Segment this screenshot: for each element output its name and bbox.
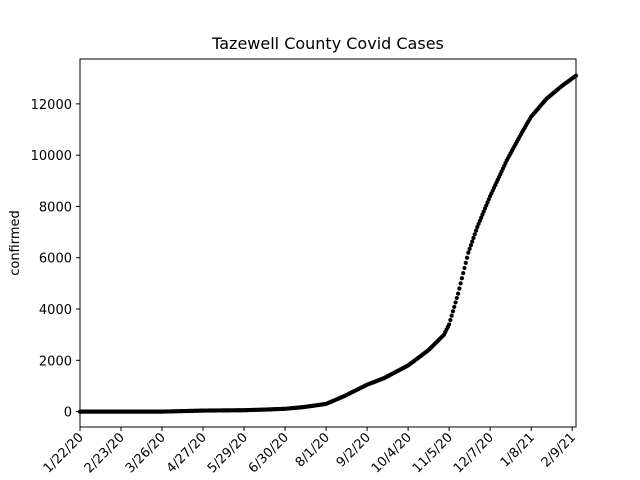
x-tick-label: 1/8/21 <box>498 430 538 470</box>
data-point <box>454 295 459 301</box>
data-point <box>462 265 467 271</box>
data-point <box>471 235 476 241</box>
data-point <box>472 232 477 237</box>
data-point <box>449 313 454 318</box>
data-point <box>470 239 475 244</box>
y-tick-label: 6000 <box>39 252 72 267</box>
data-points <box>77 73 579 414</box>
data-point <box>468 243 473 248</box>
data-point <box>459 276 465 281</box>
data-point <box>447 322 452 327</box>
x-tick-label: 4/27/20 <box>164 430 210 476</box>
data-point <box>455 291 461 296</box>
x-tick-label: 8/1/20 <box>293 430 333 470</box>
x-axis-ticks: 1/22/202/23/203/26/204/27/205/29/206/30/… <box>41 427 579 476</box>
chart-title: Tazewell County Covid Cases <box>211 34 444 53</box>
y-tick-label: 2000 <box>39 354 72 369</box>
data-point <box>448 317 453 323</box>
y-tick-label: 4000 <box>39 303 72 318</box>
data-point <box>450 309 456 314</box>
data-point <box>453 300 458 305</box>
data-point <box>467 246 472 252</box>
x-tick-label: 3/26/20 <box>123 430 169 476</box>
data-point <box>466 250 471 255</box>
x-tick-label: 5/29/20 <box>205 430 251 476</box>
data-point <box>463 260 468 265</box>
data-point <box>464 255 470 260</box>
x-tick-label: 2/9/21 <box>539 430 579 470</box>
y-tick-label: 0 <box>64 406 72 421</box>
x-tick-label: 10/4/20 <box>369 430 415 476</box>
plot-frame <box>79 58 577 428</box>
x-tick-label: 6/30/20 <box>246 430 292 476</box>
x-tick-label: 12/7/20 <box>451 430 497 476</box>
y-axis-ticks: 0 2000 4000 6000 8000 10000 12000 <box>31 98 80 421</box>
x-tick-label: 9/2/20 <box>334 430 374 470</box>
y-tick-label: 12000 <box>31 98 72 113</box>
data-point <box>473 228 479 233</box>
x-tick-label: 1/22/20 <box>41 430 87 476</box>
data-point <box>458 281 463 286</box>
data-point <box>452 304 457 309</box>
y-tick-label: 10000 <box>31 149 72 164</box>
data-point <box>457 286 462 291</box>
data-point <box>461 271 466 276</box>
y-tick-label: 8000 <box>39 200 72 215</box>
x-tick-label: 2/23/20 <box>82 430 128 476</box>
y-axis-label: confirmed <box>8 210 23 276</box>
x-tick-label: 11/5/20 <box>410 430 456 476</box>
